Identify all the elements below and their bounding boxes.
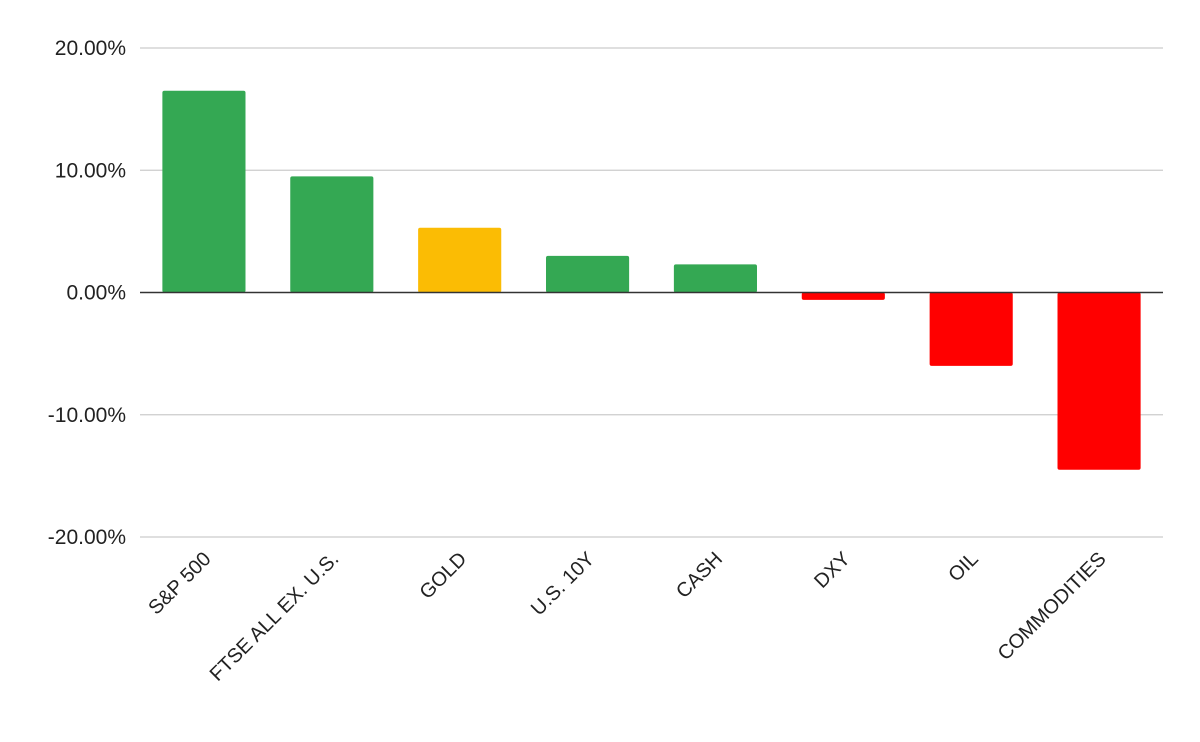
x-tick-label: COMMODITIES <box>994 548 1111 665</box>
bar <box>801 292 885 300</box>
x-tick-label: GOLD <box>416 548 472 604</box>
bars <box>162 90 1141 470</box>
x-tick-label: S&P 500 <box>144 548 215 619</box>
x-tick-label: U.S. 10Y <box>527 548 599 620</box>
y-tick-label: 0.00% <box>66 282 126 305</box>
y-tick-label: -20.00% <box>48 526 126 549</box>
gridlines <box>140 47 1163 538</box>
bar <box>418 227 502 293</box>
bar <box>673 264 757 293</box>
bar <box>546 255 630 293</box>
bar <box>162 90 246 293</box>
x-tick-label: CASH <box>672 548 727 603</box>
y-tick-label: -10.00% <box>48 404 126 427</box>
bar <box>290 176 374 293</box>
x-tick-label: OIL <box>944 548 982 586</box>
y-tick-label: 20.00% <box>55 37 126 60</box>
bar <box>1057 292 1141 470</box>
x-tick-label: DXY <box>810 548 855 593</box>
y-axis-ticks: 20.00% 10.00% 0.00% -10.00% -20.00% <box>48 37 126 549</box>
x-tick-label: FTSE ALL EX. U.S. <box>206 548 344 686</box>
bar <box>929 292 1013 366</box>
y-tick-label: 10.00% <box>55 159 126 182</box>
